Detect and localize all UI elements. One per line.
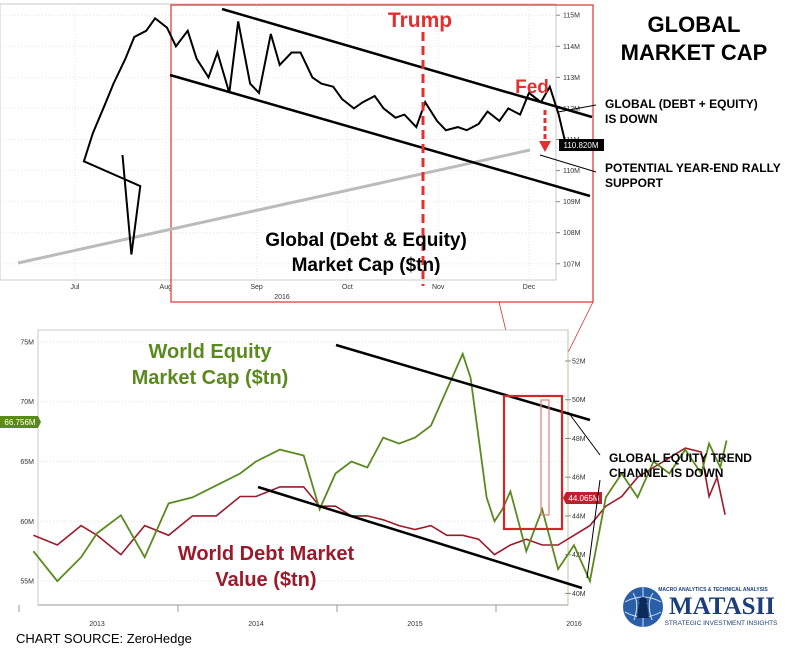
bottom-left-y-tick-label: 60M bbox=[20, 519, 34, 526]
debt-value-text: 44.065M bbox=[568, 494, 599, 503]
bottom-left-y-axis-ticks: 55M 60M 65M 70M 75M bbox=[20, 339, 34, 585]
bottom-x-tick-label: 2015 bbox=[407, 621, 423, 628]
top-x-tick-label: Oct bbox=[342, 284, 353, 291]
rally-support-line bbox=[17, 148, 531, 265]
bottom-gridlines bbox=[38, 341, 568, 582]
fed-label: Fed bbox=[515, 77, 549, 98]
logo-top-text: MACRO ANALYTICS & TECHNICAL ANALYSIS bbox=[658, 587, 768, 593]
bottom-left-y-tick-label: 55M bbox=[20, 579, 34, 586]
top-channel-upper bbox=[221, 7, 593, 119]
bottom-right-y-tick-label: 40M bbox=[572, 591, 586, 598]
globe-icon bbox=[623, 587, 663, 627]
support-annotation-line1: POTENTIAL YEAR-END RALLY bbox=[605, 161, 781, 175]
top-y-tick-label: 109M bbox=[563, 199, 581, 206]
debt-equity-annotation-line1: GLOBAL (DEBT + EQUITY) bbox=[605, 97, 758, 111]
top-x-tick-label: Aug bbox=[160, 284, 173, 291]
debt-equity-annotation-line2: IS DOWN bbox=[605, 112, 658, 126]
top-y-tick-label: 108M bbox=[563, 230, 581, 237]
equity-value-text: 66.756M bbox=[4, 418, 35, 427]
logo-name: MATASII bbox=[669, 593, 775, 620]
top-y-tick-label: 114M bbox=[563, 44, 580, 51]
debt-equity-pointer bbox=[557, 104, 597, 113]
bottom-plot-frame bbox=[37, 329, 569, 606]
bottom-right-y-tick-label: 50M bbox=[572, 397, 586, 404]
matasii-logo: MACRO ANALYTICS & TECHNICAL ANALYSIS MAT… bbox=[623, 587, 778, 627]
top-y-tick-label: 110M bbox=[563, 168, 580, 175]
top-x-tick-label: Dec bbox=[523, 284, 536, 291]
bottom-right-y-tick-label: 44M bbox=[572, 513, 586, 520]
debt-value-tag: 44.065M bbox=[563, 492, 602, 504]
trend-pointer-top bbox=[567, 411, 601, 456]
logo-sub-text: STRATEGIC INVESTMENT INSIGHTS bbox=[665, 620, 778, 627]
top-x-tick-label: Jul bbox=[70, 284, 79, 291]
bottom-x-tick-label: 2016 bbox=[566, 621, 582, 628]
trend-annotation-line1: GLOBAL EQUITY TREND bbox=[609, 451, 752, 465]
debt-label-line2: Value ($tn) bbox=[215, 569, 316, 591]
trump-label: Trump bbox=[388, 9, 452, 32]
bottom-left-y-tick-label: 75M bbox=[20, 339, 34, 346]
debt-label-line1: World Debt Market bbox=[178, 543, 355, 565]
trend-pointer-bottom bbox=[586, 479, 601, 579]
equity-value-tag: 66.756M bbox=[0, 416, 41, 428]
top-channel-lower bbox=[169, 73, 591, 198]
bottom-channel-upper bbox=[335, 343, 591, 422]
top-chart-title-line1: Global (Debt & Equity) bbox=[265, 230, 467, 251]
chart-source: CHART SOURCE: ZeroHedge bbox=[16, 631, 192, 646]
bottom-left-y-tick-label: 65M bbox=[20, 459, 34, 466]
equity-series-line bbox=[32, 351, 728, 585]
top-series-line bbox=[82, 16, 572, 255]
page-title-line1: GLOBAL bbox=[648, 12, 741, 37]
top-x-tick-label: Nov bbox=[432, 284, 445, 291]
bottom-x-axis-band bbox=[38, 605, 568, 627]
trend-annotation-line2: CHANNEL IS DOWN bbox=[609, 466, 723, 480]
support-annotation-line2: SUPPORT bbox=[605, 176, 664, 190]
top-highlight-box bbox=[170, 4, 594, 303]
top-x-tick-label: Sep bbox=[250, 284, 263, 291]
top-y-tick-label: 113M bbox=[563, 75, 580, 82]
equity-label-line1: World Equity bbox=[149, 341, 273, 363]
top-x-axis-ticks: Jul Aug Sep Oct Nov Dec bbox=[70, 284, 535, 291]
top-plot-frame bbox=[0, 3, 557, 281]
support-pointer bbox=[539, 154, 597, 173]
bottom-highlight-box bbox=[502, 394, 564, 531]
top-y-tick-label: 115M bbox=[563, 13, 580, 20]
bottom-x-tick-label: 2013 bbox=[89, 621, 105, 628]
recent-move-box bbox=[540, 399, 550, 516]
bottom-right-y-tick-label: 52M bbox=[572, 358, 586, 365]
top-chart-title-line2: Market Cap ($tn) bbox=[292, 255, 441, 276]
top-gridlines bbox=[0, 4, 556, 280]
top-last-value-text: 110.820M bbox=[564, 141, 599, 150]
page-title-line2: MARKET CAP bbox=[621, 40, 768, 65]
top-last-value-tag bbox=[559, 139, 604, 151]
bottom-right-y-tick-label: 48M bbox=[572, 436, 586, 443]
debt-series-line bbox=[33, 447, 726, 556]
equity-label-line2: Market Cap ($tn) bbox=[132, 367, 289, 389]
bottom-x-tick-label: 2014 bbox=[248, 621, 264, 628]
bottom-channel-lower bbox=[257, 485, 583, 590]
fed-arrow-head bbox=[539, 141, 551, 152]
bottom-x-axis-ticks: 2013 2014 2015 2016 bbox=[18, 604, 582, 628]
bottom-right-y-tick-label: 46M bbox=[572, 475, 586, 482]
top-chart: 107M108M109M110M111M112M113M114M115M Jul… bbox=[0, 3, 781, 303]
top-x-year-label: 2016 bbox=[274, 294, 290, 301]
top-y-tick-label: 107M bbox=[563, 261, 581, 268]
bottom-left-y-tick-label: 70M bbox=[20, 399, 34, 406]
